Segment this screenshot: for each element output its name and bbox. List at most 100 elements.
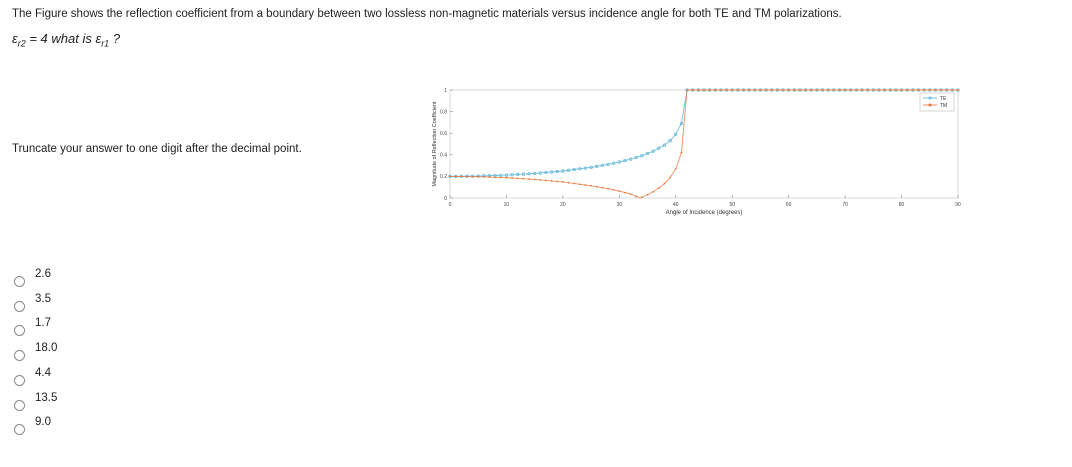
tm-marker <box>889 89 892 91</box>
tm-marker <box>499 176 502 179</box>
radio-button[interactable] <box>14 374 25 386</box>
tm-marker <box>945 89 948 91</box>
tm-marker <box>866 89 869 91</box>
tm-marker <box>720 89 722 91</box>
tm-marker <box>494 176 497 179</box>
tm-marker <box>669 176 672 179</box>
tm-marker <box>674 167 677 170</box>
te-marker <box>651 149 655 153</box>
answer-option-3[interactable]: 1.7 <box>14 317 51 337</box>
option-label: 3.5 <box>35 292 51 305</box>
radio-button[interactable] <box>14 300 25 312</box>
tm-marker <box>539 179 542 181</box>
te-marker <box>606 162 610 166</box>
tm-marker <box>533 178 536 181</box>
tm-marker <box>454 175 457 178</box>
radio-button[interactable] <box>14 276 25 287</box>
tm-marker <box>618 190 621 192</box>
te-marker <box>674 132 678 136</box>
legend-label-tm: TM <box>940 103 947 109</box>
tm-marker <box>799 89 801 91</box>
radio-button[interactable] <box>14 325 25 337</box>
x-tick-label: 30 <box>617 202 623 208</box>
tm-marker <box>736 89 739 91</box>
answer-option-6[interactable]: 13.5 <box>14 392 57 411</box>
tm-marker <box>838 89 841 91</box>
te-marker <box>510 173 514 177</box>
te-marker <box>572 167 576 172</box>
tm-marker <box>449 175 451 178</box>
te-marker <box>538 171 542 175</box>
tm-marker <box>511 177 513 179</box>
tm-marker <box>861 89 863 91</box>
answer-option-2[interactable]: 3.5 <box>14 293 51 312</box>
tm-marker <box>646 193 649 196</box>
tm-marker <box>652 190 655 193</box>
x-tick-label: 80 <box>899 202 905 208</box>
tm-marker <box>895 89 897 91</box>
instruction-text: Truncate your answer to one digit after … <box>12 143 302 155</box>
te-marker <box>617 160 621 164</box>
tm-marker <box>793 89 796 91</box>
tm-marker <box>697 89 700 91</box>
y-tick-label: 1 <box>444 88 447 94</box>
radio-button[interactable] <box>14 350 25 362</box>
tm-marker <box>460 175 463 178</box>
answer-option-1[interactable]: 2.6 <box>14 268 51 287</box>
tm-marker <box>911 89 914 91</box>
tm-marker <box>855 89 858 91</box>
y-tick-label: 0.4 <box>440 153 447 159</box>
tm-marker <box>601 186 604 189</box>
te-marker <box>679 121 684 126</box>
answer-option-4[interactable]: 18.0 <box>14 342 57 362</box>
x-axis-label: Angle of Incidence (degrees) <box>666 210 743 216</box>
answer-option-5[interactable]: 4.4 <box>14 367 51 386</box>
given-equation: εr2 = 4 what is εr1 ? <box>12 31 120 49</box>
plot-frame <box>449 89 959 199</box>
tm-marker <box>770 89 773 91</box>
tm-marker <box>742 89 745 91</box>
x-tick-label: 60 <box>786 202 792 208</box>
y-tick-label: 0.6 <box>440 131 447 137</box>
option-label: 9.0 <box>35 416 51 429</box>
answer-option-7[interactable]: 9.0 <box>14 416 51 436</box>
te-marker <box>583 166 588 170</box>
te-marker <box>629 157 633 161</box>
epsilon-r1-subscript: r1 <box>101 38 110 49</box>
tm-marker <box>686 89 688 91</box>
tm-marker <box>691 89 694 91</box>
tm-marker <box>590 184 593 187</box>
tm-marker <box>815 89 818 91</box>
x-tick-label: 70 <box>842 202 848 208</box>
tm-marker <box>765 89 767 91</box>
tm-marker <box>488 176 491 179</box>
te-marker <box>612 161 616 165</box>
tm-marker <box>516 177 519 180</box>
te-marker <box>533 171 537 176</box>
te-marker <box>566 168 571 172</box>
x-tick-label: 40 <box>673 202 679 208</box>
tm-marker <box>466 175 468 178</box>
tm-marker <box>883 89 886 91</box>
equation-middle-text: = 4 what is <box>25 31 96 46</box>
radio-button[interactable] <box>14 399 25 411</box>
tm-marker <box>584 184 587 186</box>
tm-marker <box>561 181 564 183</box>
tm-marker <box>641 196 643 199</box>
tm-marker <box>787 89 790 91</box>
tm-marker <box>759 89 762 91</box>
tm-marker <box>776 89 779 91</box>
tm-marker <box>917 89 920 91</box>
tm-marker <box>878 89 880 91</box>
te-marker <box>662 143 667 147</box>
te-marker <box>668 139 672 143</box>
tm-marker <box>951 89 954 91</box>
tm-marker <box>832 89 835 91</box>
tm-marker <box>934 89 937 91</box>
radio-button[interactable] <box>14 424 25 436</box>
te-marker <box>516 172 520 177</box>
tm-marker <box>900 89 903 91</box>
legend-marker-te <box>928 96 932 100</box>
te-marker <box>499 173 503 177</box>
